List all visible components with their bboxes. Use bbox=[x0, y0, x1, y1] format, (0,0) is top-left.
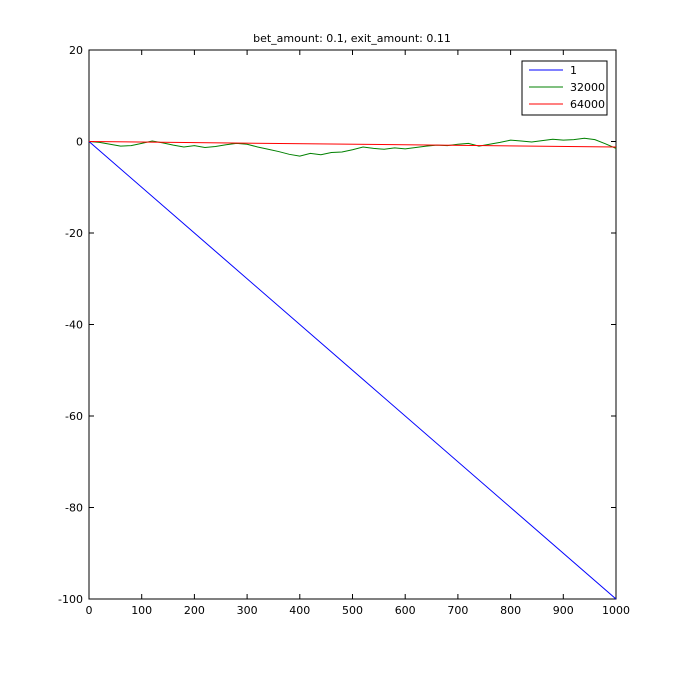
series-line-32000 bbox=[88, 137, 617, 157]
legend-label: 64000 bbox=[570, 98, 605, 111]
x-tick-label: 900 bbox=[553, 604, 574, 617]
y-tick-label: -100 bbox=[58, 593, 83, 606]
series-lines bbox=[88, 137, 617, 600]
x-axis-tick-labels: 0 100 200 300 400 500 600 700 800 900 1000 bbox=[86, 604, 631, 617]
x-tick-label: 0 bbox=[86, 604, 93, 617]
legend: 1 32000 64000 bbox=[521, 60, 608, 116]
x-tick-label: 700 bbox=[447, 604, 468, 617]
y-tick-label: -40 bbox=[65, 319, 83, 332]
axis-ticks bbox=[88, 49, 617, 600]
y-tick-label: 20 bbox=[69, 44, 83, 57]
x-tick-label: 100 bbox=[131, 604, 152, 617]
x-tick-label: 500 bbox=[342, 604, 363, 617]
y-tick-label: -60 bbox=[65, 410, 83, 423]
series-line-1 bbox=[88, 141, 617, 600]
series-line-64000 bbox=[88, 141, 617, 148]
x-tick-label: 400 bbox=[289, 604, 310, 617]
y-axis-tick-labels: -100 -80 -60 -40 -20 0 20 bbox=[58, 44, 83, 606]
y-tick-label: -80 bbox=[65, 502, 83, 515]
x-tick-label: 1000 bbox=[602, 604, 630, 617]
x-tick-label: 600 bbox=[395, 604, 416, 617]
legend-label: 32000 bbox=[570, 81, 605, 94]
chart-title: bet_amount: 0.1, exit_amount: 0.11 bbox=[253, 32, 451, 45]
x-tick-label: 200 bbox=[184, 604, 205, 617]
x-tick-label: 800 bbox=[500, 604, 521, 617]
y-tick-label: 0 bbox=[76, 136, 83, 149]
plot-area bbox=[88, 49, 617, 600]
legend-label: 1 bbox=[570, 64, 577, 77]
y-tick-label: -20 bbox=[65, 227, 83, 240]
x-tick-label: 300 bbox=[237, 604, 258, 617]
